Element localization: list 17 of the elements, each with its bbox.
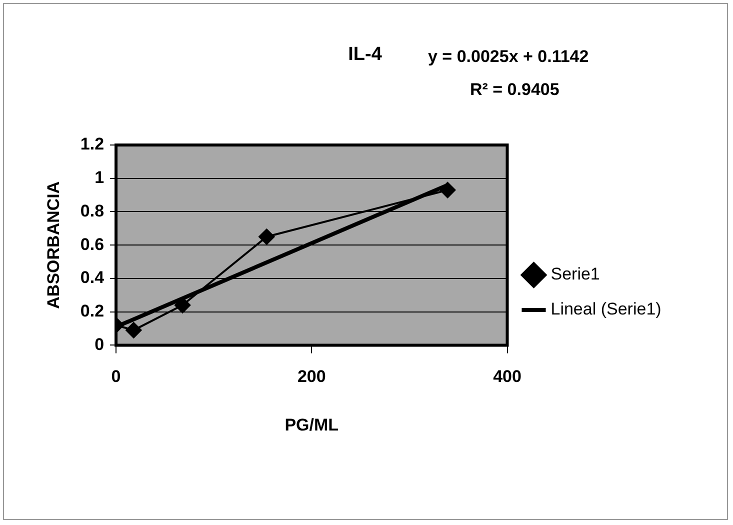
y-tick-label: 0.6 [80, 234, 104, 254]
chart-title: IL-4 [348, 44, 382, 65]
y-tick-label: 1.2 [80, 134, 104, 154]
x-tick-label: 0 [111, 367, 121, 386]
y-tick-label: 0.4 [80, 268, 105, 288]
text: y = 0.0025x + 0.1142 [428, 47, 589, 66]
y-tick-label: 0 [94, 334, 104, 354]
x-axis-title: PG/ML [284, 415, 339, 434]
x-tick-label: 200 [297, 367, 326, 386]
y-tick-label: 0.2 [80, 302, 104, 321]
y-tick-label: 1 [94, 168, 104, 188]
text: R² = 0.9405 [470, 80, 560, 99]
x-tick-label: 400 [493, 367, 522, 386]
y-tick-label: 0.8 [80, 201, 104, 220]
legend-label: Lineal (Serie1) [550, 300, 662, 319]
y-axis-title: ABSORBANCIA [44, 181, 63, 309]
legend-label: Serie1 [550, 264, 600, 284]
